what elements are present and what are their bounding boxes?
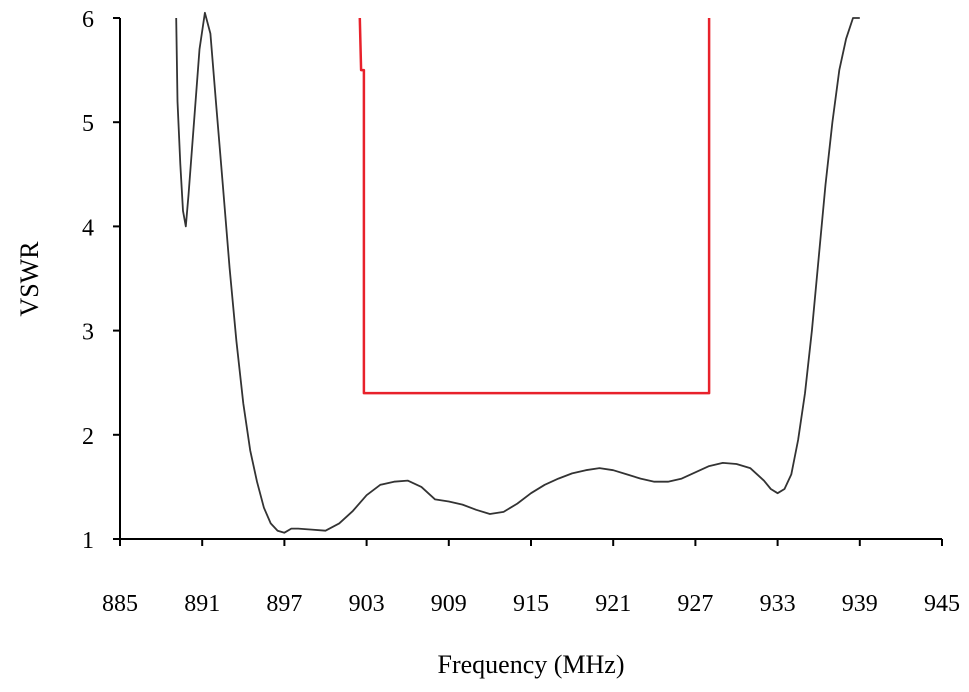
x-axis-title: Frequency (MHz) [438, 650, 625, 679]
vswr-curve-line [175, 11, 860, 534]
x-tick-label: 939 [842, 591, 878, 617]
y-tick-label: 5 [82, 111, 94, 137]
x-tick-label: 891 [184, 591, 220, 617]
y-tick-label: 3 [82, 320, 94, 346]
x-tick-label: 885 [102, 591, 138, 617]
spec-mask-line [358, 17, 711, 395]
x-tick-label: 915 [513, 591, 549, 617]
x-tick-label: 921 [595, 591, 631, 617]
y-tick-group: 1 2 3 4 5 6 [82, 7, 120, 554]
y-tick-label: 1 [82, 528, 94, 554]
x-tick-label: 897 [266, 591, 302, 617]
series-layer [175, 11, 860, 534]
y-axis-title: VSWR [15, 241, 44, 317]
y-tick-label: 4 [82, 215, 94, 241]
x-tick-label: 903 [349, 591, 385, 617]
x-tick-label: 945 [924, 591, 960, 617]
x-tick-group: 885 891 897 903 909 915 921 927 933 939 945 [102, 539, 960, 617]
x-tick-label: 909 [431, 591, 467, 617]
y-tick-label: 6 [82, 7, 94, 33]
x-tick-label: 927 [677, 591, 713, 617]
x-tick-label: 933 [760, 591, 796, 617]
y-tick-label: 2 [82, 424, 94, 450]
